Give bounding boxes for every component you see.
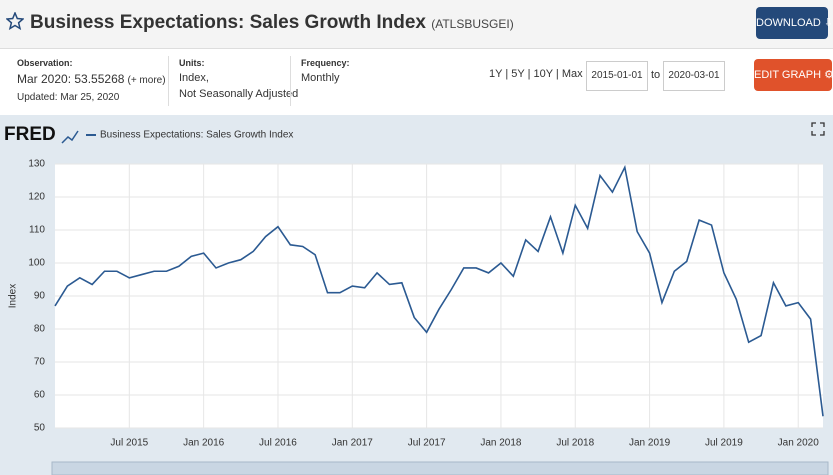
title: Business Expectations: Sales Growth Inde…	[30, 12, 514, 34]
y-tick-label: 60	[34, 390, 46, 401]
units: Not Seasonally Adjusted	[179, 88, 299, 100]
edit-label: EDIT GRAPH	[754, 69, 822, 81]
units: Index,	[179, 72, 209, 84]
y-tick-label: 90	[34, 291, 46, 302]
title-text: Business Expectations: Sales Growth Inde…	[30, 12, 426, 33]
y-axis-label: Index	[8, 284, 19, 308]
header-bar	[0, 0, 833, 49]
series-code: (ATLSBUSGEI)	[431, 17, 514, 31]
observation-value: Mar 2020: 53.55268	[17, 72, 125, 86]
updated: Updated: Mar 25, 2020	[17, 92, 120, 103]
x-tick-label: Jul 2017	[408, 438, 446, 449]
x-tick-label: Jan 2019	[629, 438, 671, 449]
download-button[interactable]: DOWNLOAD ⇩	[756, 7, 833, 39]
range-link[interactable]: Max	[561, 68, 583, 80]
navigator[interactable]	[51, 461, 829, 475]
download-label: DOWNLOAD	[756, 17, 821, 29]
frequency: Monthly	[301, 72, 340, 84]
divider	[290, 56, 291, 106]
y-tick-label: 100	[28, 258, 45, 269]
start-date[interactable]: 2015-01-01	[586, 61, 648, 91]
observation-label: Observation:	[17, 58, 73, 68]
y-tick-label: 80	[34, 324, 46, 335]
chart: FRED Index 50 60 70 80 90 100 110 120 130 Jul 201…	[0, 115, 833, 475]
y-tick-label: 120	[28, 192, 45, 203]
to-label: to	[651, 69, 661, 81]
y-tick-label: 110	[29, 225, 45, 236]
more-link[interactable]: (+ more)	[127, 75, 166, 86]
frequency-label: Frequency:	[301, 58, 350, 68]
divider	[168, 56, 169, 106]
legend-label: Business Expectations: Sales Growth Inde…	[100, 130, 293, 141]
x-tick-label: Jul 2018	[556, 438, 594, 449]
y-tick-label: 70	[34, 357, 46, 368]
range-link[interactable]: 1Y	[489, 68, 503, 80]
logo-icon	[61, 130, 79, 144]
y-tick-label: 130	[28, 159, 45, 170]
x-tick-label: Jul 2015	[110, 438, 148, 449]
star-icon[interactable]	[6, 12, 24, 30]
range-link[interactable]: 5Y	[511, 68, 525, 80]
x-tick-label: Jan 2017	[332, 438, 374, 449]
series-line	[54, 164, 824, 417]
x-tick-label: Jan 2020	[778, 438, 820, 449]
logo: FRED	[4, 124, 56, 145]
end-date[interactable]: 2020-03-01	[663, 61, 725, 91]
x-tick-label: Jan 2016	[183, 438, 225, 449]
range-link[interactable]: 10Y	[533, 68, 553, 80]
edit-graph-button[interactable]: EDIT GRAPH ⚙	[754, 59, 833, 91]
fullscreen-icon[interactable]	[811, 122, 825, 136]
x-tick-label: Jan 2018	[480, 438, 522, 449]
y-tick-label: 50	[34, 423, 46, 434]
x-tick-label: Jul 2016	[259, 438, 297, 449]
units-label: Units:	[179, 58, 205, 68]
x-tick-label: Jul 2019	[705, 438, 743, 449]
